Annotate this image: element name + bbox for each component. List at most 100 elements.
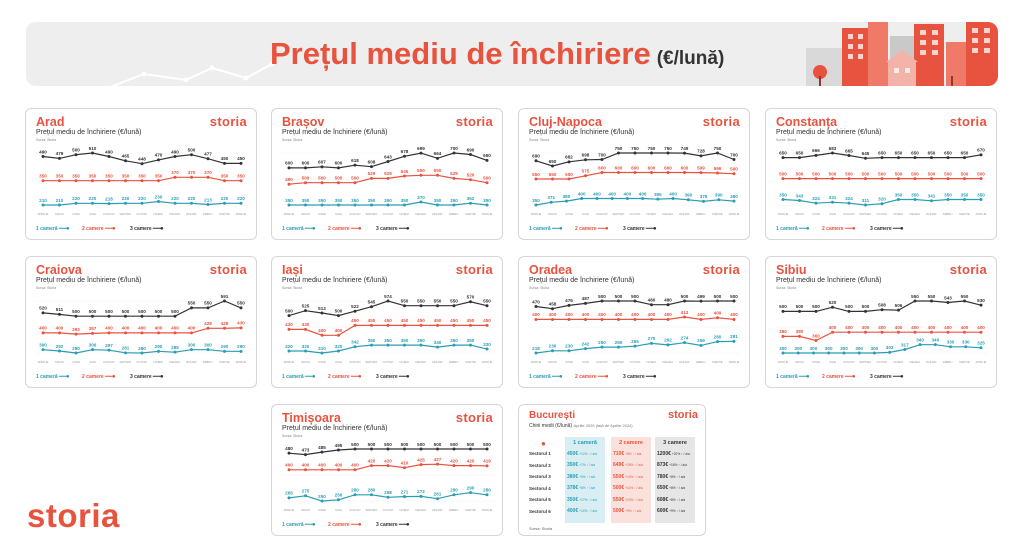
data-point <box>831 151 834 155</box>
data-point <box>979 198 983 202</box>
cell-value: 873€ <box>657 462 669 468</box>
data-label: 480 <box>664 297 672 302</box>
data-point <box>386 464 390 468</box>
data-label: 250 <box>318 494 326 499</box>
line-chart: 350 343 324 331 324 311 320 350 350 341 350 350 350 5… <box>776 146 988 232</box>
data-point <box>140 201 144 205</box>
bucuresti-brand: storia <box>668 409 698 421</box>
data-point <box>353 323 357 327</box>
chart-card-iasi: Iași storia Prețul mediu de închiriere (€/… <box>271 256 503 388</box>
data-label: 320 <box>878 197 886 202</box>
line-chart: 218 230 230 242 250 250 255 270 262 274 259 280 281 4… <box>529 294 741 380</box>
data-point <box>650 171 653 174</box>
data-label: 450 <box>221 156 229 161</box>
data-point <box>930 156 933 160</box>
legend-marker <box>160 375 164 378</box>
data-label: 330 <box>947 340 955 345</box>
data-label: 370 <box>204 170 212 175</box>
data-point <box>633 151 637 155</box>
chart-source: Sursa: Storia <box>529 138 550 142</box>
data-label: 250 <box>598 340 606 345</box>
data-label: 550 <box>565 172 573 177</box>
data-point <box>584 158 587 162</box>
data-label: 500 <box>895 171 903 176</box>
data-point <box>74 201 78 205</box>
legend-marker <box>900 375 904 378</box>
x-tick-label: APRILIE <box>284 360 295 364</box>
x-tick-label: MARTIE <box>959 360 970 364</box>
data-label: 500 <box>138 309 146 314</box>
data-point <box>419 463 423 467</box>
data-point <box>717 198 721 202</box>
data-label: 545 <box>401 169 409 174</box>
data-label: 430 <box>302 322 310 327</box>
legend-marker <box>605 375 609 378</box>
x-tick-label: AUGUST <box>843 212 855 216</box>
data-point <box>320 468 324 472</box>
legend-label: 1 cameră <box>36 226 58 232</box>
cell-value: 649€ <box>613 462 625 468</box>
data-label: 270 <box>648 336 656 341</box>
x-tick-label: IANUAR. <box>679 212 691 216</box>
data-point <box>223 161 226 165</box>
data-label: 340 <box>916 337 924 342</box>
data-point <box>403 343 406 347</box>
line-chart: 300 292 280 300 297 281 280 290 285 300 300 290 290 4… <box>36 294 248 380</box>
data-label: 242 <box>582 341 590 346</box>
data-label: 350 <box>89 174 97 179</box>
data-label: 500 <box>188 148 196 153</box>
data-label: 500 <box>483 176 491 181</box>
data-point <box>469 464 472 468</box>
data-point <box>436 156 439 160</box>
data-label: 500 <box>779 304 787 309</box>
cell-change: +10% ↑ / a/a <box>625 497 643 502</box>
legend-label: 2 camere <box>328 522 350 528</box>
data-point <box>567 317 571 321</box>
data-label: 450 <box>467 318 475 323</box>
data-label: 300 <box>188 342 196 347</box>
data-point <box>107 348 111 352</box>
data-label: 550 <box>417 168 425 173</box>
data-label: 500 <box>631 294 639 299</box>
cell-value: 380€ <box>567 473 579 480</box>
table-cell: 650€+8% ↑ / a/a <box>657 485 685 491</box>
data-label: 320 <box>285 344 293 349</box>
data-label: 370 <box>417 195 425 200</box>
x-tick-label: FEBRU. <box>449 360 459 364</box>
chart-source: Sursa: Storia <box>282 138 303 142</box>
data-label: 600 <box>648 165 656 170</box>
data-label: 311 <box>862 198 870 203</box>
data-label: 400 <box>532 312 540 317</box>
data-label: 522 <box>351 304 359 309</box>
data-label: 428 <box>221 321 229 326</box>
data-point <box>320 311 324 315</box>
data-point <box>452 493 456 497</box>
data-label: 350 <box>977 192 985 197</box>
sector-label: Sectorul 1 <box>529 451 551 456</box>
cell-value: 550€ <box>613 473 625 480</box>
data-label: 600 <box>302 161 310 166</box>
data-label: 500 <box>829 171 837 176</box>
data-point <box>157 314 160 318</box>
x-tick-label: SEPTEM. <box>119 212 132 216</box>
data-point <box>584 347 587 351</box>
data-label: 400 <box>582 312 590 317</box>
data-label: 317 <box>901 342 909 347</box>
data-point <box>930 177 933 181</box>
data-point <box>206 326 210 330</box>
data-point <box>979 153 983 157</box>
data-label: 450 <box>450 318 458 323</box>
data-label: 400 <box>631 312 639 317</box>
data-point <box>485 304 489 308</box>
chart-brand: storia <box>702 262 740 277</box>
x-tick-label: OCTOM. <box>629 360 640 364</box>
data-point <box>304 203 307 207</box>
legend-marker <box>806 227 810 230</box>
data-point <box>469 152 472 156</box>
data-point <box>702 199 706 203</box>
legend-label: 3 camere <box>870 374 892 380</box>
data-point <box>584 301 587 305</box>
x-tick-label: MAIUS <box>301 508 310 512</box>
table-cell: 350€+7% ↑ / a/a <box>567 462 595 468</box>
data-point <box>946 156 950 160</box>
